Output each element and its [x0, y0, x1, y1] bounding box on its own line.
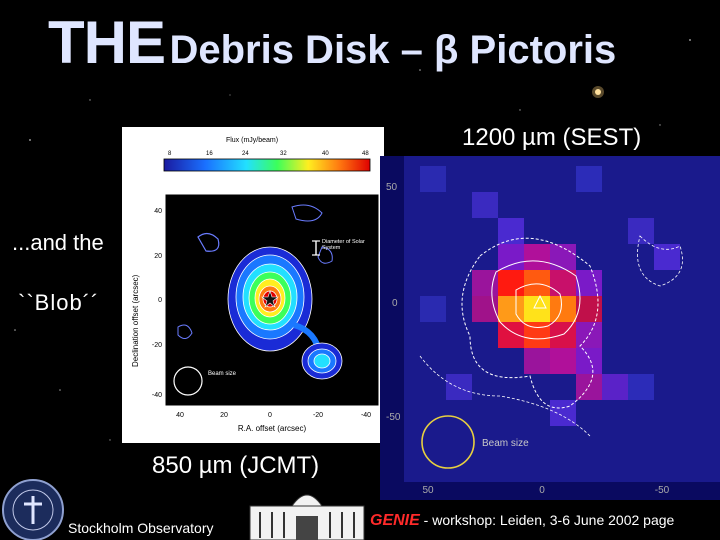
- x-tick: 0: [268, 412, 272, 419]
- colorbar-tick: 48: [362, 151, 369, 157]
- y-tick: 40: [154, 208, 162, 215]
- beam-label: Beam size: [208, 371, 237, 377]
- sest-x-tick: 0: [539, 485, 545, 496]
- sest-x-tick: 50: [422, 485, 434, 496]
- beam-size-circle: [173, 366, 203, 396]
- colorbar: [163, 158, 371, 172]
- blob-label: ``Blob´´: [18, 290, 100, 315]
- sest-x-tick: -50: [655, 485, 670, 496]
- title-rest: Debris Disk – β Pictoris: [169, 28, 617, 72]
- colorbar-tick: 16: [206, 151, 213, 157]
- sest-map-graphic: Beam size 50 0 -50 50 0 -50: [386, 156, 720, 496]
- jcmt-wavelength-label: 850 µm (JCMT): [152, 452, 320, 479]
- x-tick: -20: [313, 412, 323, 419]
- and-the-label: ...and the: [12, 230, 104, 255]
- sest-y-tick: 50: [386, 182, 398, 193]
- star-position-marker-icon: [533, 294, 547, 309]
- footer-genie-workshop: GENIE - workshop: Leiden, 3-6 June 2002 …: [370, 512, 674, 530]
- y-tick: 0: [158, 297, 162, 304]
- sest-y-tick: 0: [392, 298, 398, 309]
- y-tick: 20: [154, 253, 162, 260]
- sest-beam-label: Beam size: [482, 438, 529, 449]
- footer-observatory: Stockholm Observatory: [68, 520, 214, 536]
- star-marker-icon: [261, 290, 279, 308]
- scale-note: Diameter of Solar System: [322, 239, 365, 251]
- sest-wavelength-label: 1200 µm (SEST): [462, 124, 642, 151]
- x-axis-label: R.A. offset (arcsec): [238, 424, 307, 433]
- title-the: THE: [48, 9, 166, 76]
- x-tick: 20: [220, 412, 228, 419]
- sest-beam-circle: [421, 415, 475, 469]
- colorbar-tick: 24: [242, 151, 249, 157]
- sest-1200um-map: Beam size 50 0 -50 50 0 -50: [380, 156, 720, 500]
- sest-y-tick: -50: [386, 412, 401, 423]
- colorbar-tick: 32: [280, 151, 287, 157]
- genie-brand: GENIE: [370, 512, 420, 529]
- slide-title: THE Debris Disk – β Pictoris: [48, 8, 616, 77]
- colorbar-tick: 8: [168, 151, 172, 157]
- observatory-building-icon: [249, 494, 365, 540]
- y-tick: -40: [152, 392, 162, 399]
- colorbar-title: Flux (mJy/beam): [226, 137, 278, 144]
- colorbar-tick: 40: [322, 151, 329, 157]
- y-axis-label: Declination offset (arcsec): [131, 274, 140, 367]
- y-tick: -20: [152, 342, 162, 349]
- university-seal-logo: [2, 479, 64, 540]
- x-tick: -40: [361, 412, 371, 419]
- jcmt-850um-map: Flux (mJy/beam) 8 16 24 32 40 48: [122, 127, 384, 443]
- workshop-text: - workshop: Leiden, 3-6 June 2002 page: [419, 512, 675, 528]
- x-tick: 40: [176, 412, 184, 419]
- jcmt-map-graphic: Flux (mJy/beam) 8 16 24 32 40 48: [131, 137, 379, 433]
